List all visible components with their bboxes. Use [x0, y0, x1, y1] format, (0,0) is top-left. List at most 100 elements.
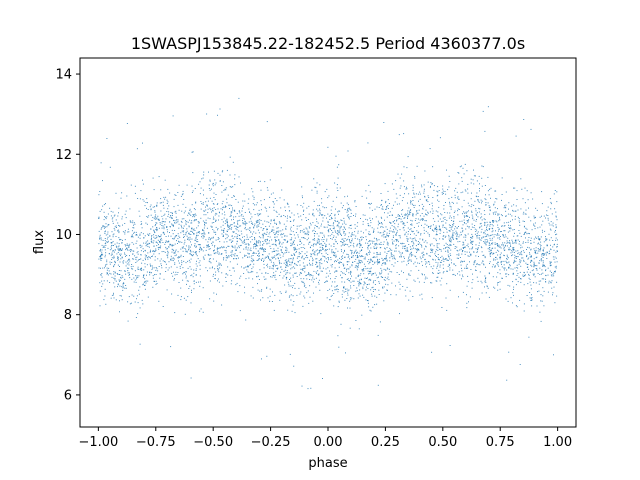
data-point: [425, 266, 427, 268]
data-point: [113, 273, 115, 275]
data-point: [448, 263, 450, 265]
data-point: [464, 212, 465, 214]
data-point: [532, 273, 534, 275]
data-point: [522, 198, 524, 200]
data-point: [100, 274, 102, 276]
data-point: [107, 213, 109, 215]
data-point: [186, 230, 188, 232]
data-point: [238, 176, 240, 178]
data-point: [270, 261, 272, 263]
data-point: [100, 248, 101, 250]
data-point: [133, 232, 135, 234]
data-point: [150, 209, 152, 211]
data-point: [258, 258, 260, 260]
data-point: [318, 273, 320, 275]
data-point: [433, 230, 435, 232]
data-point: [135, 257, 137, 259]
data-point: [337, 243, 338, 245]
data-point: [137, 266, 139, 268]
data-point: [293, 247, 295, 249]
data-point: [500, 236, 501, 237]
data-point: [322, 241, 324, 242]
data-point: [181, 221, 183, 223]
data-point: [512, 247, 514, 249]
data-point: [248, 221, 250, 223]
data-point: [422, 219, 424, 221]
data-point: [128, 246, 130, 248]
data-point: [463, 215, 465, 217]
data-point: [545, 239, 547, 241]
data-point: [135, 317, 137, 318]
data-point: [269, 179, 271, 181]
data-point: [310, 274, 312, 275]
data-point: [426, 262, 428, 264]
data-point: [302, 206, 304, 208]
data-point: [498, 265, 500, 267]
data-point: [385, 236, 387, 237]
data-point: [534, 225, 536, 227]
data-point: [148, 234, 149, 236]
data-point: [291, 262, 293, 264]
data-point: [404, 233, 406, 235]
data-point: [242, 223, 244, 225]
data-point: [356, 267, 358, 269]
data-point: [374, 243, 376, 244]
data-point: [489, 242, 490, 244]
data-point: [167, 269, 169, 271]
data-point: [346, 270, 347, 272]
data-point: [379, 252, 381, 254]
data-point: [340, 258, 342, 260]
data-point: [291, 267, 293, 269]
data-point: [486, 221, 488, 223]
data-point: [489, 213, 491, 215]
data-point: [203, 194, 204, 196]
data-point: [526, 264, 528, 265]
data-point: [472, 218, 474, 220]
data-point: [422, 219, 424, 221]
data-point: [356, 265, 358, 267]
data-point: [191, 228, 193, 230]
data-point: [481, 262, 483, 264]
data-point: [314, 186, 316, 188]
data-point: [113, 251, 115, 253]
data-point: [128, 274, 130, 276]
data-point: [189, 210, 191, 211]
data-point: [144, 235, 146, 237]
data-point: [395, 285, 396, 287]
data-point: [147, 296, 149, 298]
data-point: [351, 264, 353, 266]
data-point: [334, 230, 336, 232]
data-point: [545, 269, 547, 271]
data-point: [343, 232, 345, 234]
data-point: [374, 284, 376, 285]
data-point: [489, 239, 491, 241]
data-point: [275, 270, 277, 272]
data-point: [274, 294, 276, 296]
data-point: [304, 238, 306, 239]
data-point: [120, 258, 122, 260]
data-point: [552, 246, 554, 248]
data-point: [257, 220, 259, 222]
data-point: [319, 232, 321, 234]
data-point: [512, 229, 514, 231]
data-point: [293, 301, 295, 302]
data-point: [479, 298, 480, 300]
data-point: [402, 215, 403, 217]
data-point: [140, 190, 142, 192]
data-point: [499, 238, 501, 240]
data-point: [403, 272, 404, 274]
data-point: [554, 270, 556, 272]
data-point: [463, 199, 465, 201]
data-point: [114, 226, 116, 228]
data-point: [185, 245, 187, 247]
data-point: [535, 249, 537, 251]
data-point: [195, 270, 197, 271]
data-point: [380, 267, 382, 269]
data-point: [386, 267, 388, 269]
data-point: [114, 286, 116, 288]
data-point: [320, 313, 322, 315]
data-point: [118, 248, 120, 250]
data-point: [222, 246, 224, 248]
data-point: [141, 245, 143, 247]
data-point: [163, 214, 165, 216]
